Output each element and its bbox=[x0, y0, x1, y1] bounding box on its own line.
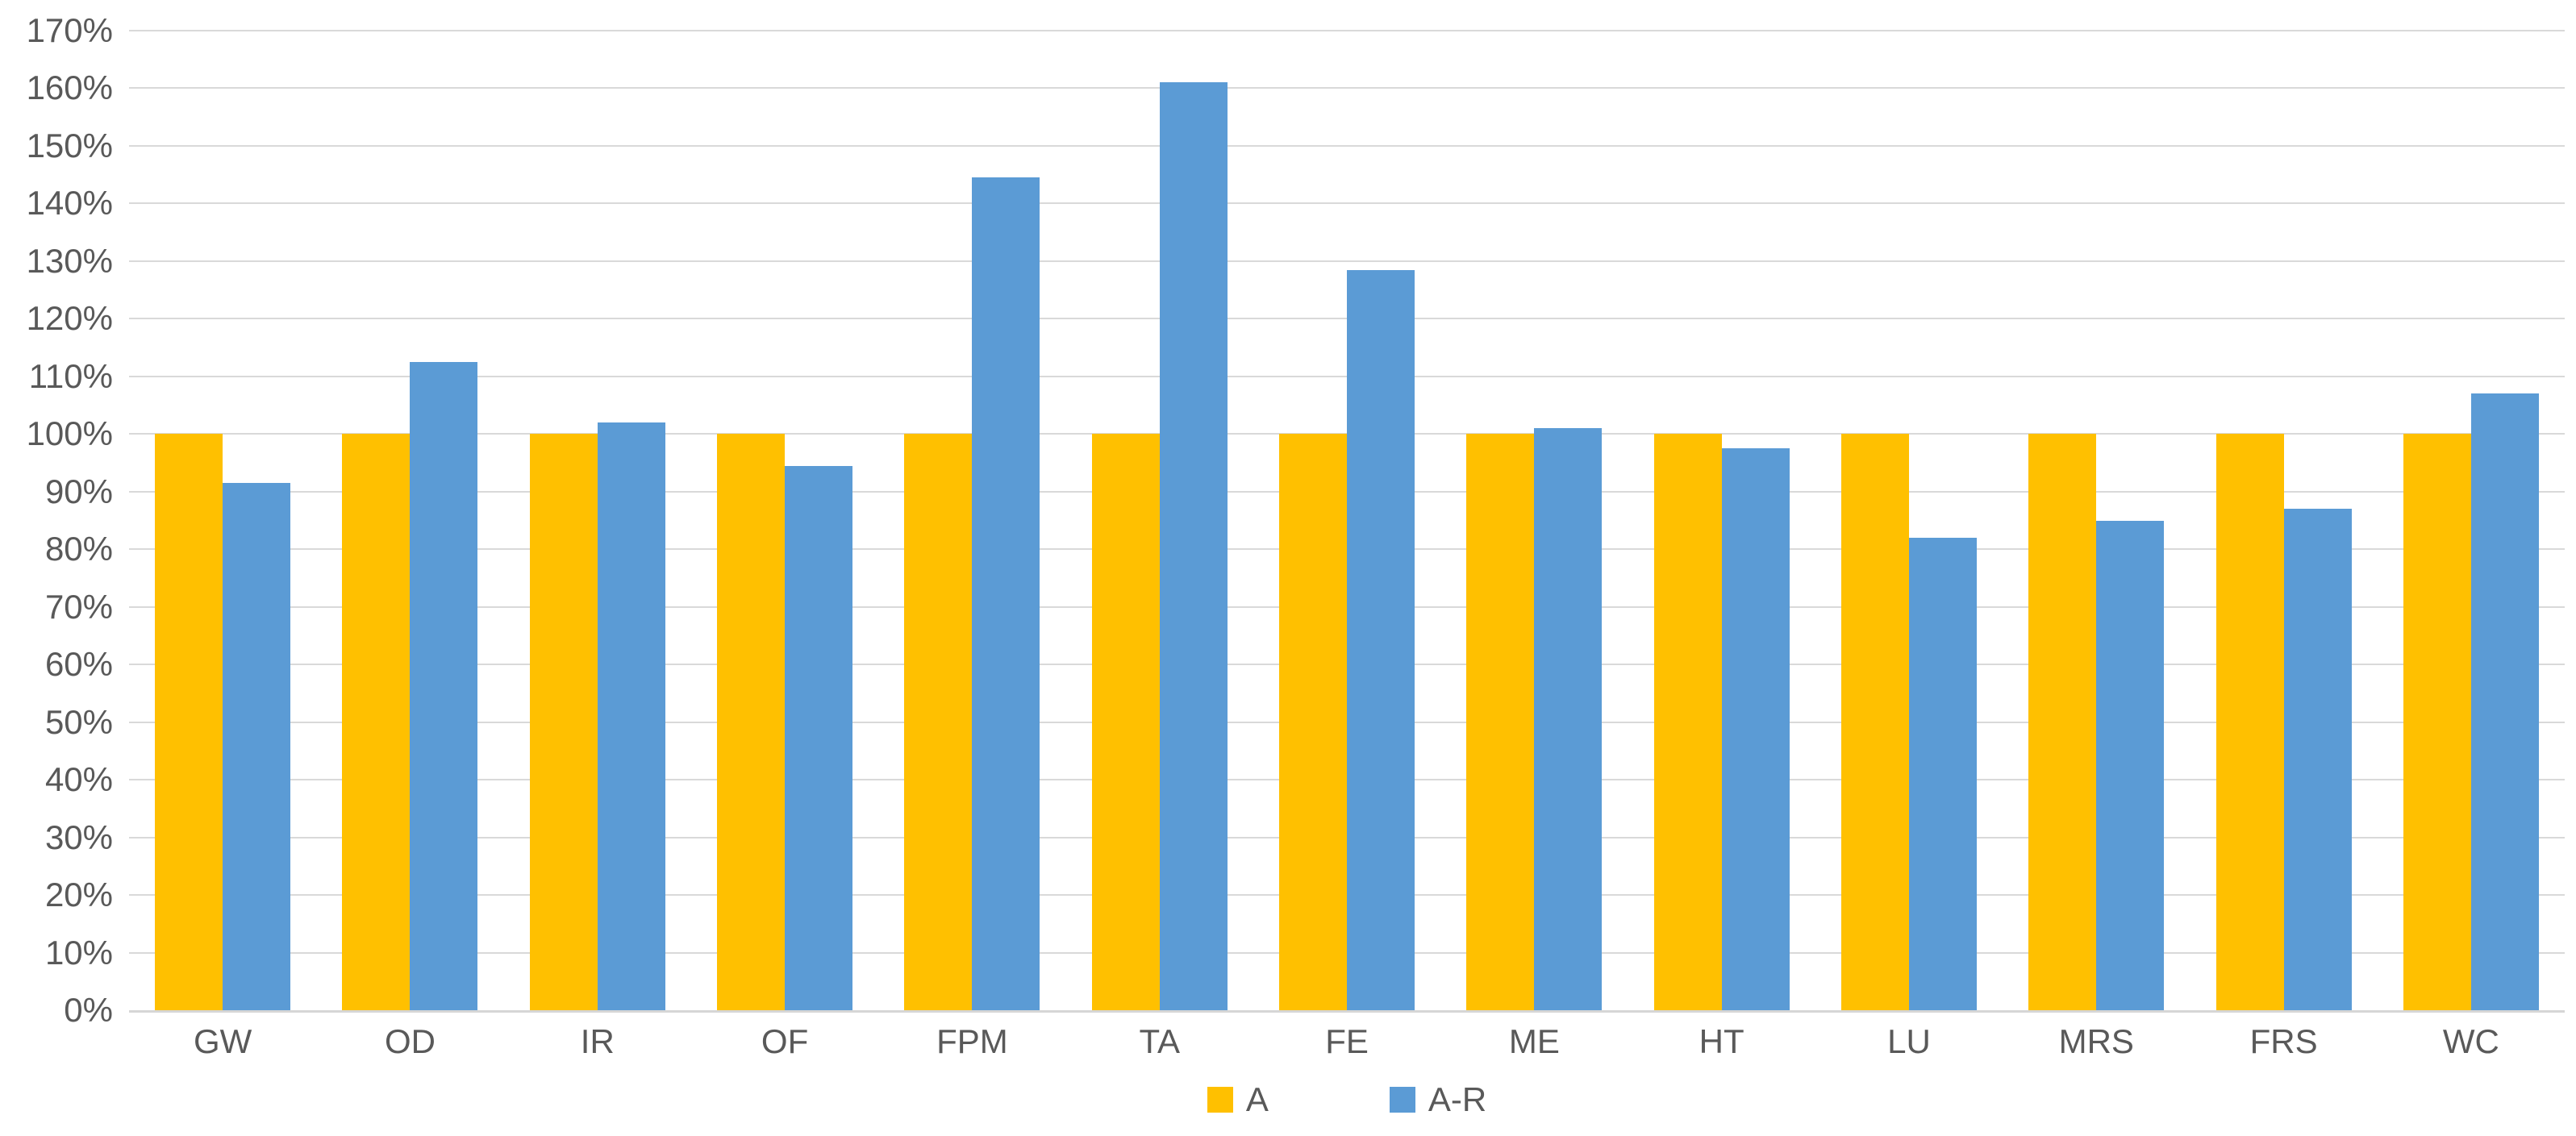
y-tick-label: 170% bbox=[26, 11, 113, 49]
legend-swatch-a bbox=[1207, 1087, 1233, 1113]
gridline-160% bbox=[129, 87, 2565, 89]
x-label-me: ME bbox=[1508, 1022, 1560, 1060]
legend-item-a: A bbox=[1207, 1080, 1269, 1119]
bar-group-mrs bbox=[2003, 31, 2190, 1010]
x-label-od: OD bbox=[384, 1022, 436, 1060]
x-axis: GW OD IR OF FPM TA FE ME HT LU MRS FRS WC bbox=[129, 1022, 2565, 1061]
x-label-ht: HT bbox=[1699, 1022, 1744, 1060]
legend-label: A-R bbox=[1428, 1080, 1487, 1118]
legend-swatch-a-r bbox=[1389, 1087, 1415, 1113]
y-tick-label: 70% bbox=[44, 587, 113, 626]
legend-label: A bbox=[1245, 1080, 1269, 1118]
bar-a-of bbox=[717, 434, 786, 1010]
bar-a-lu bbox=[1840, 434, 1909, 1010]
bar-a-mrs bbox=[2028, 434, 2097, 1010]
bar-a-r-frs bbox=[2283, 509, 2352, 1010]
bar-a-r-mrs bbox=[2096, 520, 2165, 1010]
y-tick-label: 140% bbox=[26, 184, 113, 223]
bar-groups bbox=[129, 31, 2565, 1010]
bar-group-fpm bbox=[878, 31, 1065, 1010]
y-tick-label: 100% bbox=[26, 414, 113, 453]
bar-group-ta bbox=[1066, 31, 1253, 1010]
bar-a-r-ta bbox=[1159, 82, 1228, 1010]
bar-a-r-me bbox=[1534, 428, 1603, 1010]
plot-area bbox=[129, 30, 2565, 1013]
bar-a-r-fe bbox=[1347, 269, 1415, 1010]
gridline-130% bbox=[129, 260, 2565, 262]
x-label-fe: FE bbox=[1325, 1022, 1369, 1060]
legend-item-a-r: A-R bbox=[1389, 1080, 1487, 1119]
bar-group-gw bbox=[129, 31, 316, 1010]
bar-a-me bbox=[1466, 434, 1535, 1010]
x-label-ta: TA bbox=[1139, 1022, 1180, 1060]
x-label-fpm: FPM bbox=[936, 1022, 1008, 1060]
y-tick-label: 30% bbox=[44, 818, 113, 856]
legend: A A-R bbox=[129, 1080, 2565, 1119]
bar-a-ta bbox=[1091, 434, 1160, 1010]
y-tick-label: 160% bbox=[26, 69, 113, 107]
bar-group-wc bbox=[2378, 31, 2565, 1010]
bar-a-gw bbox=[155, 434, 223, 1010]
y-tick-label: 50% bbox=[44, 702, 113, 741]
y-tick-label: 10% bbox=[44, 933, 113, 972]
y-tick-label: 0% bbox=[64, 991, 113, 1029]
bar-group-lu bbox=[1815, 31, 2003, 1010]
bar-a-fe bbox=[1279, 434, 1348, 1010]
bar-a-wc bbox=[2403, 434, 2471, 1010]
bar-group-fe bbox=[1253, 31, 1440, 1010]
y-tick-label: 120% bbox=[26, 299, 113, 338]
bar-group-ir bbox=[504, 31, 691, 1010]
y-tick-label: 110% bbox=[28, 356, 113, 395]
bar-a-od bbox=[342, 434, 411, 1010]
y-tick-label: 80% bbox=[44, 530, 113, 568]
bar-group-me bbox=[1440, 31, 1628, 1010]
gridline-150% bbox=[129, 144, 2565, 147]
bar-a-r-lu bbox=[1908, 537, 1977, 1010]
bar-a-ht bbox=[1653, 434, 1722, 1010]
y-tick-label: 20% bbox=[44, 876, 113, 914]
x-label-frs: FRS bbox=[2249, 1022, 2318, 1060]
bar-a-r-wc bbox=[2470, 393, 2539, 1010]
bar-a-fpm bbox=[904, 434, 973, 1010]
bar-a-r-gw bbox=[223, 483, 291, 1010]
y-tick-label: 40% bbox=[44, 760, 113, 799]
x-label-ir: IR bbox=[580, 1022, 615, 1060]
bar-group-frs bbox=[2190, 31, 2377, 1010]
x-label-wc: WC bbox=[2442, 1022, 2499, 1060]
bar-group-od bbox=[316, 31, 503, 1010]
bar-group-of bbox=[691, 31, 878, 1010]
y-tick-label: 130% bbox=[26, 241, 113, 280]
bar-a-r-ht bbox=[1721, 448, 1790, 1010]
gridline-140% bbox=[129, 202, 2565, 205]
y-tick-label: 150% bbox=[26, 126, 113, 164]
x-label-gw: GW bbox=[194, 1022, 252, 1060]
gridline-120% bbox=[129, 318, 2565, 320]
y-tick-label: 90% bbox=[44, 472, 113, 510]
y-tick-label: 60% bbox=[44, 645, 113, 684]
bar-a-r-of bbox=[785, 465, 853, 1010]
bar-group-ht bbox=[1628, 31, 1815, 1010]
bar-a-ir bbox=[529, 434, 598, 1010]
bar-a-r-fpm bbox=[972, 177, 1040, 1010]
x-label-lu: LU bbox=[1887, 1022, 1931, 1060]
bar-a-r-od bbox=[410, 361, 478, 1010]
bar-a-frs bbox=[2215, 434, 2284, 1010]
gridline-110% bbox=[129, 375, 2565, 377]
bar-a-r-ir bbox=[597, 422, 665, 1010]
x-label-of: OF bbox=[761, 1022, 809, 1060]
gridline-170% bbox=[129, 30, 2565, 31]
x-label-mrs: MRS bbox=[2058, 1022, 2134, 1060]
